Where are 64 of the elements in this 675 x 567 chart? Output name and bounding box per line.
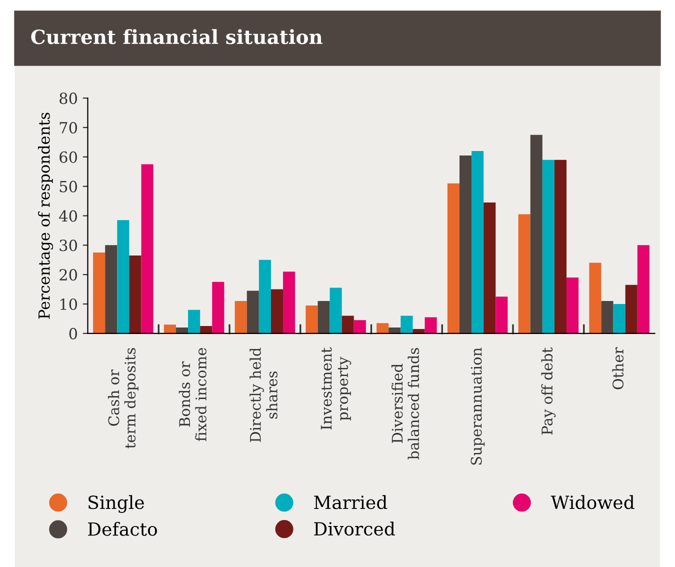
bar: [400, 316, 413, 334]
y-tick-label: 70: [60, 122, 78, 134]
legend-label: Widowed: [550, 495, 634, 510]
bar: [342, 316, 354, 334]
y-tick-label: 60: [60, 151, 78, 163]
y-tick-label: 10: [60, 298, 78, 310]
bar: [330, 288, 342, 334]
bar: [542, 160, 554, 334]
y-tick-label: 40: [59, 210, 78, 222]
bar: [283, 272, 296, 334]
bar: [188, 310, 200, 334]
bar: [354, 320, 366, 334]
bar: [484, 202, 496, 334]
y-axis-title: Percentage of respondents: [38, 112, 54, 319]
bar: [117, 220, 130, 334]
bar: [472, 151, 484, 334]
bar: [200, 326, 212, 334]
x-tick-label: Other: [612, 347, 624, 390]
x-tick-label: Superannuation: [470, 348, 485, 465]
bar: [270, 289, 284, 334]
bar: [424, 317, 437, 334]
bar: [176, 328, 188, 334]
x-tick-label: Directly held shares: [250, 348, 278, 442]
x-tick-label: Pay off debt: [541, 347, 556, 435]
bar: [376, 323, 389, 334]
y-tick-label: 50: [60, 180, 78, 192]
x-tick-label: Cash or term deposits: [108, 348, 138, 448]
legend-label: Married: [314, 495, 388, 510]
bar: [625, 284, 638, 334]
bar: [246, 290, 259, 334]
bar: [412, 328, 425, 334]
bar: [554, 160, 567, 334]
bar: [459, 155, 472, 334]
bar: [589, 262, 602, 334]
y-tick-label: 30: [60, 240, 78, 252]
y-tick-label: 80: [60, 92, 78, 104]
bar: [447, 183, 460, 334]
bar: [518, 214, 530, 334]
legend-label: Divorced: [314, 522, 395, 536]
bar: [388, 328, 401, 334]
y-tick-label: 0: [69, 328, 78, 340]
bar: [105, 245, 118, 334]
legend-label: Defacto: [88, 522, 157, 536]
bar: [129, 255, 142, 334]
bar: [530, 134, 542, 334]
bar: [637, 245, 650, 334]
x-tick-label: Bonds or fixed income: [178, 348, 206, 442]
chart-title: Current financial situation: [31, 29, 322, 44]
bar: [212, 282, 224, 334]
bar: [601, 301, 614, 334]
bar: [164, 324, 176, 334]
bar: [613, 304, 626, 334]
bar: [306, 305, 318, 334]
bar: [234, 301, 247, 334]
bar: [318, 301, 330, 334]
y-tick-label: 20: [60, 269, 78, 281]
x-tick-label: Diversified balanced funds: [391, 348, 420, 460]
bar: [496, 296, 508, 334]
legend-label: Single: [88, 495, 144, 513]
x-tick-label: Investment property: [320, 347, 352, 430]
bar: [258, 260, 271, 334]
bar: [566, 278, 579, 334]
bar: [141, 164, 154, 334]
bar: [93, 252, 106, 334]
